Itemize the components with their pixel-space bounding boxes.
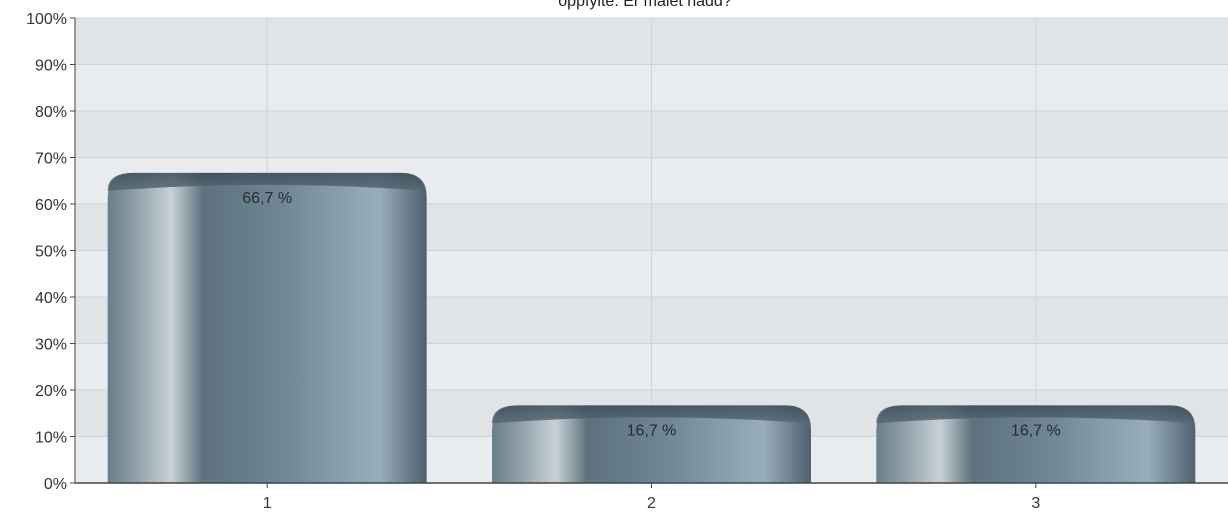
bar-cap — [876, 405, 1196, 429]
y-tick-label: 80% — [35, 104, 67, 121]
x-tick-label: 3 — [1031, 495, 1040, 512]
bar: 16,7 % — [876, 405, 1196, 483]
y-tick-label: 100% — [26, 11, 67, 28]
bar: 66,7 % — [107, 172, 427, 483]
bar-body — [107, 172, 427, 483]
bar-value-label: 16,7 % — [1011, 422, 1061, 439]
x-tick-label: 2 — [647, 495, 656, 512]
y-tick-label: 30% — [35, 337, 67, 354]
y-tick-label: 90% — [35, 58, 67, 75]
y-tick-label: 50% — [35, 244, 67, 261]
chart-title: oppfylte. Er målet nådd? — [558, 0, 732, 10]
bar-cap — [492, 405, 811, 429]
x-axis-ticks: 1 2 3 — [263, 483, 1040, 512]
y-tick-label: 0% — [44, 476, 67, 493]
bar-value-label: 16,7 % — [627, 422, 677, 439]
bar-body — [876, 405, 1196, 483]
bars: 66,7 % 16,7 % 16,7 % — [107, 172, 1196, 483]
bar-body — [492, 405, 811, 483]
y-tick-label: 10% — [35, 430, 67, 447]
y-tick-label: 60% — [35, 197, 67, 214]
x-tick-label: 1 — [263, 495, 272, 512]
bar-value-label: 66,7 % — [242, 190, 292, 207]
bar-cap — [107, 172, 427, 197]
y-tick-label: 40% — [35, 290, 67, 307]
y-tick-label: 70% — [35, 151, 67, 168]
y-tick-label: 20% — [35, 383, 67, 400]
bar: 16,7 % — [492, 405, 811, 483]
y-axis-ticks: 0% 10% 20% 30% 40% 50% 60% 70% 80% 90% 100% — [26, 11, 75, 493]
